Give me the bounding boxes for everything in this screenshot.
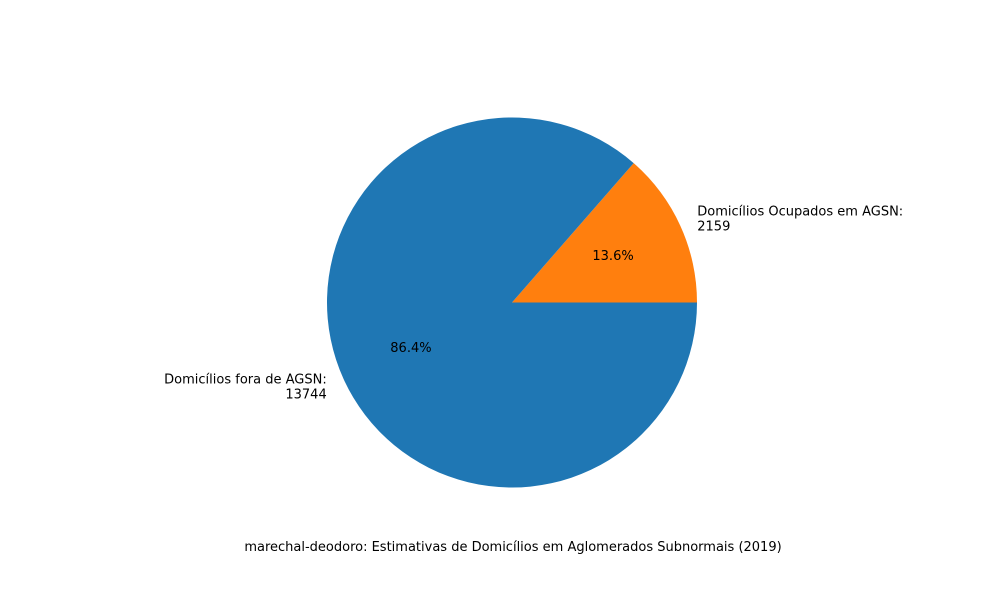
pie-slice-0	[512, 163, 697, 303]
pie-percent-label-0: 13.6%	[592, 249, 633, 264]
chart-caption: marechal-deodoro: Estimativas de Domicíl…	[244, 540, 781, 555]
pie-slices	[327, 117, 697, 488]
pie-labels: 13.6% Domicílios Ocupados em AGSN: 2159 86.…	[164, 204, 903, 402]
pie-slice-1	[327, 117, 697, 488]
pie-category-label-0: Domicílios Ocupados em AGSN: 2159	[697, 204, 903, 234]
pie-percent-label-1: 86.4%	[390, 341, 431, 356]
pie-category-label-1: Domicílios fora de AGSN: 13744	[164, 373, 327, 403]
